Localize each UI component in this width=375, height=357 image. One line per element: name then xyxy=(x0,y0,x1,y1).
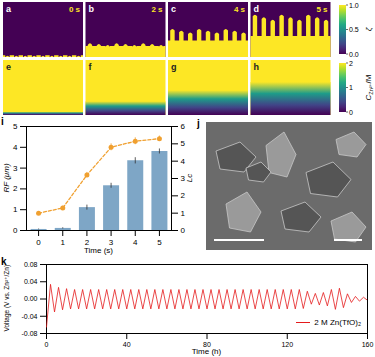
svg-text:c: c xyxy=(171,4,176,14)
svg-text:5: 5 xyxy=(181,139,186,148)
svg-text:120: 120 xyxy=(281,341,293,348)
html-text:k: k xyxy=(1,256,7,267)
svg-text:0.5: 0.5 xyxy=(349,26,359,33)
svg-text:a: a xyxy=(6,4,12,14)
svg-text:40: 40 xyxy=(123,341,131,348)
html-text:2 M Zn(TfO)₂: 2 M Zn(TfO)₂ xyxy=(314,318,361,327)
svg-text:160: 160 xyxy=(362,341,374,348)
svg-text:-0.04: -0.04 xyxy=(22,312,38,319)
svg-text:0 s: 0 s xyxy=(69,5,81,14)
svg-text:f: f xyxy=(89,62,93,72)
svg-text:0: 0 xyxy=(13,226,18,235)
svg-text:2: 2 xyxy=(349,60,353,67)
svg-text:4: 4 xyxy=(181,157,186,166)
svg-text:3: 3 xyxy=(181,174,186,183)
svg-text:5 s: 5 s xyxy=(316,5,328,14)
svg-text:5: 5 xyxy=(13,122,18,131)
svg-text:1: 1 xyxy=(349,84,353,91)
svg-text:ζ: ζ xyxy=(364,26,373,31)
svg-text:5: 5 xyxy=(157,238,162,247)
svg-text:d: d xyxy=(254,4,260,14)
svg-text:0: 0 xyxy=(36,238,41,247)
svg-text:b: b xyxy=(89,4,95,14)
svg-text:2: 2 xyxy=(13,184,18,193)
svg-text:0: 0 xyxy=(349,109,353,116)
svg-text:0.08: 0.08 xyxy=(24,261,38,268)
svg-text:g: g xyxy=(171,62,177,72)
html-text:Lc: Lc xyxy=(185,173,194,183)
html-text:Time (s): Time (s) xyxy=(84,246,113,255)
svg-text:2: 2 xyxy=(85,238,90,247)
svg-text:2 s: 2 s xyxy=(151,5,163,14)
svg-text:4: 4 xyxy=(133,238,138,247)
svg-text:1.0: 1.0 xyxy=(349,2,359,9)
html-text:j: j xyxy=(197,118,200,129)
svg-text:4: 4 xyxy=(13,143,18,152)
svg-text:3: 3 xyxy=(13,164,18,173)
svg-text:4 s: 4 s xyxy=(234,5,246,14)
svg-text:3: 3 xyxy=(109,238,114,247)
svg-text:e: e xyxy=(6,62,11,72)
svg-text:CZn²⁺/M: CZn²⁺/M xyxy=(364,74,374,100)
svg-text:h: h xyxy=(254,62,260,72)
html-text:Voltage (V vs. Zn²⁺/Zn): Voltage (V vs. Zn²⁺/Zn) xyxy=(2,265,10,332)
svg-text:1: 1 xyxy=(13,205,18,214)
svg-text:0.00: 0.00 xyxy=(24,295,38,302)
svg-text:1: 1 xyxy=(61,238,66,247)
html-text:RF (μm): RF (μm) xyxy=(2,163,11,193)
html-text:i: i xyxy=(1,116,4,127)
svg-text:1: 1 xyxy=(181,209,186,218)
svg-text:80: 80 xyxy=(203,341,211,349)
svg-text:0.04: 0.04 xyxy=(24,278,38,285)
html-text:Time (h): Time (h) xyxy=(191,347,222,356)
svg-text:0: 0 xyxy=(181,226,186,235)
svg-text:2: 2 xyxy=(181,191,186,200)
svg-text:0: 0 xyxy=(45,341,49,348)
svg-text:6: 6 xyxy=(181,122,186,131)
svg-text:-0.08: -0.08 xyxy=(22,330,38,337)
svg-text:0.0: 0.0 xyxy=(349,51,359,58)
